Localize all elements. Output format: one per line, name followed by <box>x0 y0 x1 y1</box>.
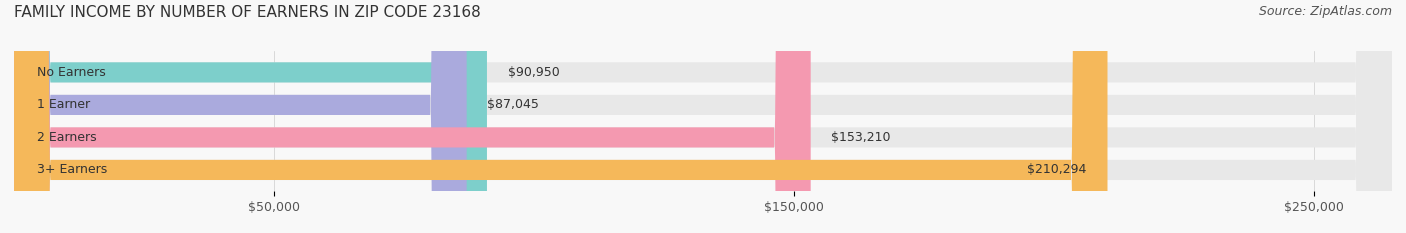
Text: $153,210: $153,210 <box>831 131 891 144</box>
FancyBboxPatch shape <box>14 0 1108 233</box>
FancyBboxPatch shape <box>14 0 811 233</box>
Text: $90,950: $90,950 <box>508 66 560 79</box>
FancyBboxPatch shape <box>14 0 1392 233</box>
FancyBboxPatch shape <box>14 0 1392 233</box>
FancyBboxPatch shape <box>14 0 1392 233</box>
FancyBboxPatch shape <box>14 0 1392 233</box>
Text: No Earners: No Earners <box>38 66 107 79</box>
Text: 1 Earner: 1 Earner <box>38 98 90 111</box>
Text: $87,045: $87,045 <box>488 98 540 111</box>
FancyBboxPatch shape <box>14 0 467 233</box>
Text: 2 Earners: 2 Earners <box>38 131 97 144</box>
Text: Source: ZipAtlas.com: Source: ZipAtlas.com <box>1258 5 1392 18</box>
Text: $210,294: $210,294 <box>1028 163 1087 176</box>
FancyBboxPatch shape <box>14 0 486 233</box>
Text: 3+ Earners: 3+ Earners <box>38 163 108 176</box>
Text: FAMILY INCOME BY NUMBER OF EARNERS IN ZIP CODE 23168: FAMILY INCOME BY NUMBER OF EARNERS IN ZI… <box>14 5 481 20</box>
